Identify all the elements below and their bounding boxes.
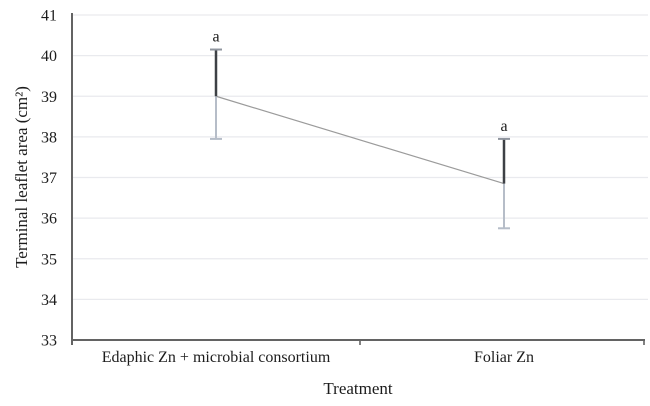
- y-tick-label: 40: [41, 48, 57, 65]
- x-category-label: Edaphic Zn + microbial consortium: [102, 349, 331, 366]
- y-tick-label: 34: [41, 292, 57, 309]
- series-line: [215, 95, 505, 185]
- y-tick-label: 39: [41, 89, 57, 106]
- y-tick-label: 37: [41, 170, 57, 187]
- significance-letter: a: [212, 29, 219, 46]
- significance-letter: a: [500, 118, 507, 135]
- y-tick-label: 41: [41, 8, 57, 25]
- y-tick-label: 33: [41, 333, 57, 350]
- y-tick-label: 36: [41, 211, 57, 228]
- y-tick-label: 35: [41, 251, 57, 268]
- x-category-label: Foliar Zn: [474, 349, 534, 366]
- y-tick-label: 38: [41, 129, 57, 146]
- x-axis-title: Treatment: [323, 379, 393, 398]
